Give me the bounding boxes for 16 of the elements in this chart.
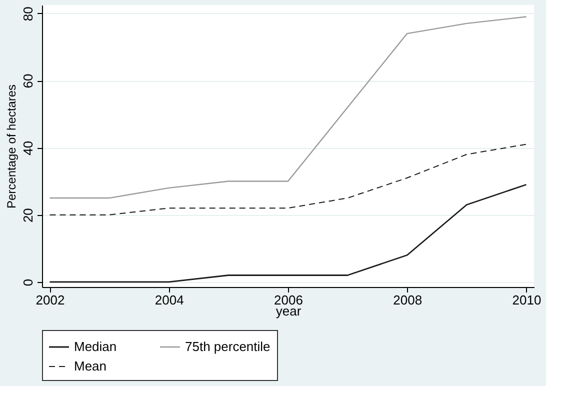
x-tick-label: 2010 [512,292,542,308]
line-series [49,16,527,199]
line-series [49,144,527,216]
y-tick-label: 80 [20,6,36,22]
legend-label: Mean [74,358,107,374]
x-tick-label: 2002 [36,292,65,308]
x-tick-label: 2008 [393,292,422,308]
y-axis-title: Percentage of hectares [4,84,18,209]
legend-label: 75th percentile [185,339,270,354]
y-tick-label: 60 [20,74,36,88]
legend-label: Median [74,339,117,354]
y-tick-label: 40 [20,140,36,156]
y-tick-label: 20 [20,208,36,223]
x-tick-label: 2004 [154,292,184,308]
line-series [49,184,527,283]
y-tick-label: 0 [20,278,36,286]
